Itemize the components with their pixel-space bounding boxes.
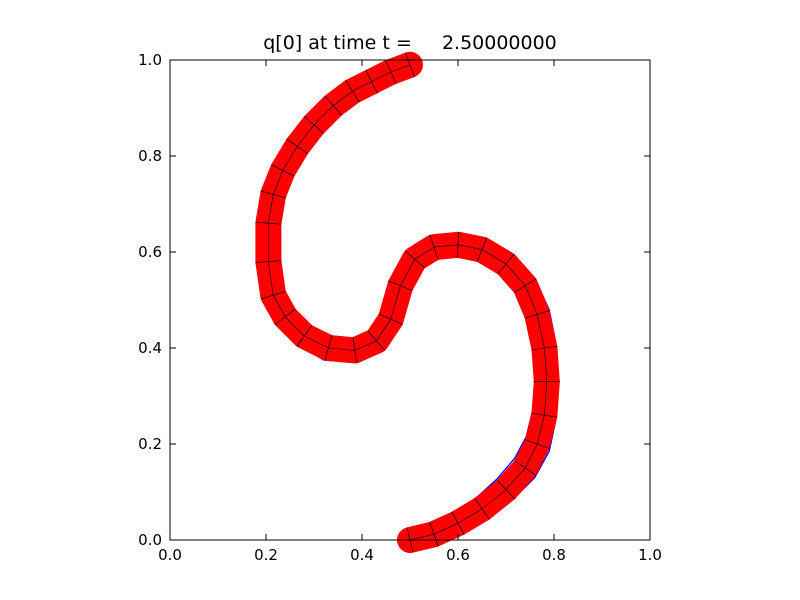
y-tick-label: 0.2 xyxy=(138,435,162,453)
chart-title: q[0] at time t = 2.50000000 xyxy=(263,32,557,54)
x-tick-label: 0.8 xyxy=(542,546,566,564)
x-tick-label: 0.4 xyxy=(350,546,374,564)
x-tick-label: 1.0 xyxy=(638,546,662,564)
y-tick-label: 0.4 xyxy=(138,339,162,357)
series-line-patch-edges xyxy=(268,64,548,541)
y-tick-label: 0.6 xyxy=(138,243,162,261)
plot-background xyxy=(170,60,650,540)
x-tick-label: 0.6 xyxy=(446,546,470,564)
series-layer xyxy=(255,51,560,553)
plot-area xyxy=(170,60,650,540)
x-tick-label: 0.2 xyxy=(254,546,278,564)
x-tick-label: 0.0 xyxy=(158,546,182,564)
y-tick-label: 0.0 xyxy=(138,531,162,549)
axes-frame xyxy=(169,59,651,541)
y-tick-label: 0.8 xyxy=(138,147,162,165)
y-tick-label: 1.0 xyxy=(138,51,162,69)
axes-layer: 0.0 0.2 0.4 0.6 0.8 1.0 0.0 0.2 0.4 0.6 0.8 1.0 xyxy=(138,51,662,564)
